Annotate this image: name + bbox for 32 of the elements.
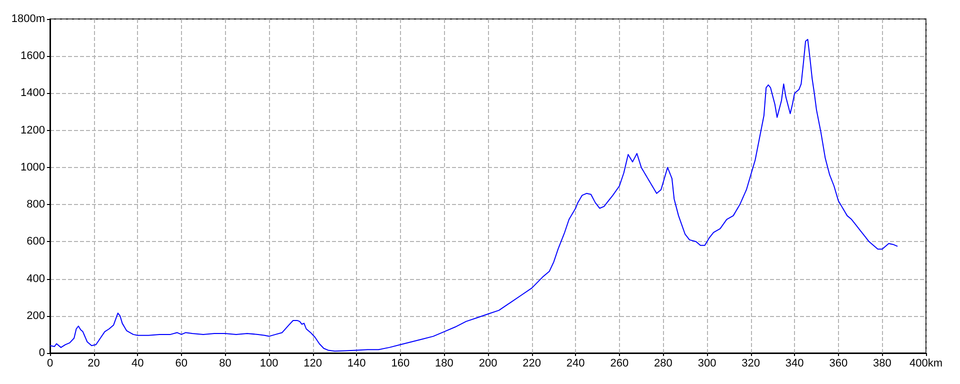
x-tick-label: 380 — [873, 358, 892, 370]
x-tick-label: 200 — [478, 358, 498, 370]
x-tick-label: 240 — [566, 358, 585, 370]
y-tick-label: 400 — [26, 272, 45, 285]
x-tick-label: 220 — [522, 358, 541, 370]
x-tick-label: 160 — [391, 358, 410, 370]
y-tick-label: 1200 — [20, 124, 45, 136]
x-tick-label: 40 — [131, 358, 144, 370]
x-tick-label: 300 — [698, 358, 716, 370]
y-tick-label: 1000 — [20, 161, 45, 174]
x-tick-label: 120 — [304, 358, 322, 370]
y-tick-label: 1800m — [11, 13, 45, 25]
x-tick-label: 80 — [219, 358, 232, 370]
x-tick-label: 140 — [347, 358, 366, 370]
x-tick-label: 400km — [909, 358, 943, 370]
y-tick-label: 0 — [38, 347, 45, 359]
y-tick-label: 200 — [26, 310, 45, 322]
y-tick-label: 800 — [26, 198, 45, 211]
y-tick-label: 1600 — [20, 50, 45, 62]
x-tick-label: 320 — [742, 358, 760, 370]
x-tick-label: 20 — [88, 358, 100, 370]
x-tick-label: 340 — [785, 358, 804, 370]
x-tick-label: 180 — [435, 358, 454, 370]
y-tick-label: 1400 — [20, 87, 45, 100]
x-tick-label: 0 — [46, 358, 54, 370]
x-tick-label: 280 — [654, 358, 672, 370]
line-series — [50, 38, 898, 352]
y-tick-label: 600 — [26, 236, 45, 248]
x-tick-label: 100 — [260, 358, 278, 370]
x-tick-label: 60 — [175, 358, 188, 370]
x-tick-label: 260 — [610, 358, 629, 370]
x-tick-label: 360 — [829, 358, 848, 370]
